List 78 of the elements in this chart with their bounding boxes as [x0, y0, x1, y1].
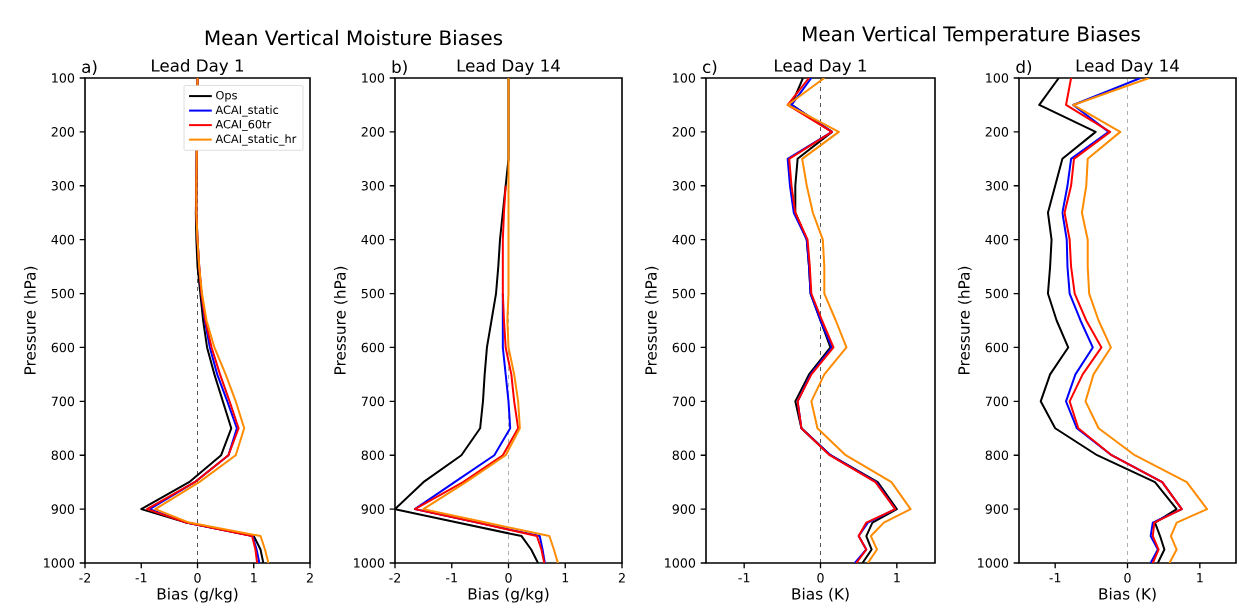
y-axis-title: Pressure (hPa)	[957, 266, 972, 374]
x-tick-label: 0	[817, 573, 824, 583]
y-tick-label: 200	[672, 127, 696, 137]
x-tick-label: 1	[894, 573, 900, 583]
y-tick-label: 800	[985, 450, 1009, 461]
y-tick-label: 900	[361, 504, 385, 514]
y-tick-label: 600	[985, 342, 1009, 353]
x-tick-label: 1	[251, 573, 257, 583]
y-axis-title: Pressure (hPa)	[644, 266, 659, 374]
x-tick-label: 2	[618, 573, 625, 583]
y-tick-label: 500	[361, 288, 385, 299]
legend-label: ACAI_static_hr	[215, 134, 297, 146]
y-tick-label: 500	[51, 288, 75, 299]
y-tick-label: 400	[985, 234, 1009, 245]
y-tick-label: 200	[361, 127, 385, 137]
y-tick-label: 900	[985, 504, 1009, 514]
y-tick-label: 100	[673, 73, 696, 83]
y-tick-label: 300	[51, 180, 75, 191]
y-tick-label: 800	[672, 450, 696, 461]
y-axis-title: Pressure (hPa)	[333, 266, 348, 374]
chart-subtitle: Lead Day 1	[152, 58, 244, 76]
y-tick-label: 100	[986, 73, 1009, 83]
y-tick-label: 700	[985, 396, 1009, 407]
x-tick-label: 1	[562, 573, 569, 583]
x-tick-label: 0	[505, 573, 512, 583]
y-tick-label: 400	[51, 234, 75, 245]
text: a)	[82, 60, 97, 76]
y-tick-label: 1000	[354, 558, 385, 568]
text: Mean Vertical Moisture Biases	[205, 29, 503, 46]
x-tick-label: 1	[1197, 573, 1203, 583]
y-tick-label: 200	[985, 127, 1009, 137]
legend-label: ACAI_static	[215, 105, 279, 117]
legend-label: Ops	[216, 90, 237, 102]
y-tick-label: 1000	[665, 558, 696, 568]
x-axis-title: Bias (g/kg)	[468, 587, 549, 603]
y-tick-label: 700	[672, 396, 696, 407]
x-tick-label: 2	[306, 573, 313, 583]
x-tick-label: -1	[1049, 573, 1061, 583]
y-tick-label: 300	[361, 180, 385, 191]
y-tick-label: 200	[51, 127, 75, 137]
x-tick-label: -1	[135, 573, 147, 583]
y-tick-label: 300	[672, 180, 696, 191]
x-tick-label: -1	[738, 573, 750, 583]
y-tick-label: 100	[52, 73, 75, 83]
y-tick-label: 400	[672, 234, 696, 245]
y-tick-label: 1000	[44, 558, 75, 568]
chart-title: Mean Vertical Temperature Biases	[803, 25, 1140, 46]
text: d)	[1016, 60, 1032, 76]
y-axis-title: Pressure (hPa)	[23, 266, 38, 374]
y-tick-label: 800	[361, 450, 385, 461]
y-tick-label: 500	[985, 288, 1009, 299]
y-tick-label: 400	[361, 234, 385, 245]
y-tick-label: 800	[51, 450, 75, 461]
x-tick-label: -2	[389, 573, 401, 583]
y-tick-label: 700	[51, 396, 75, 407]
x-tick-label: -2	[79, 573, 91, 583]
x-tick-label: -1	[446, 573, 457, 583]
y-tick-label: 600	[672, 342, 696, 353]
x-tick-label: 0	[1124, 573, 1131, 583]
x-tick-label: 0	[194, 573, 201, 583]
y-tick-label: 700	[361, 396, 385, 407]
chart-subtitle: Lead Day 1	[775, 58, 867, 76]
text: b)	[392, 60, 407, 76]
text: c)	[702, 60, 717, 76]
y-tick-label: 600	[51, 342, 75, 353]
y-tick-label: 600	[361, 342, 385, 353]
x-axis-title: Bias (K)	[1099, 587, 1156, 602]
x-axis-title: Bias (g/kg)	[157, 587, 238, 603]
y-tick-label: 500	[672, 288, 696, 299]
legend-label: ACAI_60tr	[215, 119, 272, 131]
y-tick-label: 900	[51, 504, 75, 514]
y-tick-label: 300	[985, 180, 1009, 191]
chart-subtitle: Lead Day 14	[457, 58, 560, 76]
y-tick-label: 100	[362, 73, 385, 83]
chart-subtitle: Lead Day 14	[1076, 58, 1179, 76]
x-axis-title: Bias (K)	[792, 587, 849, 602]
y-tick-label: 1000	[978, 558, 1009, 568]
y-tick-label: 900	[672, 504, 696, 514]
